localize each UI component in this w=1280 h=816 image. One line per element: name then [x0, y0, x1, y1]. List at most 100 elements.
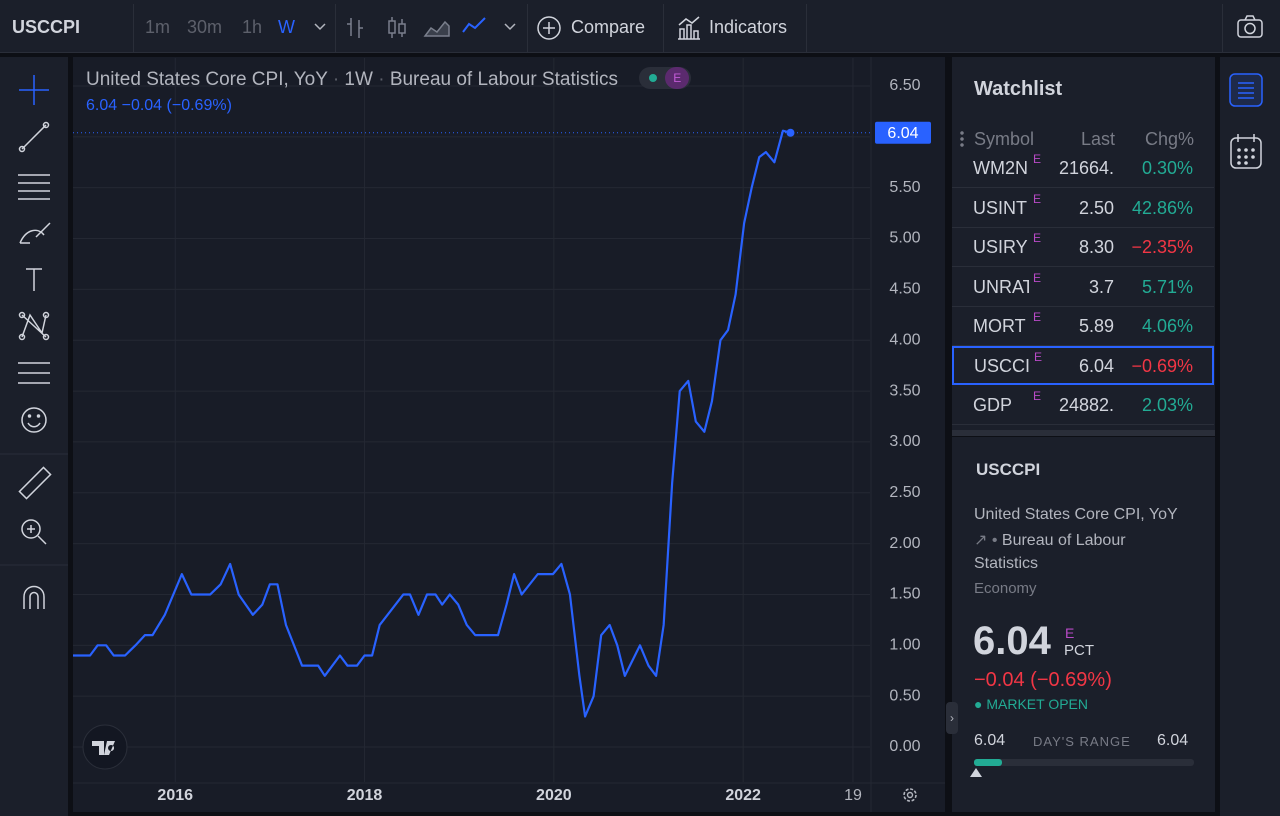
separator	[806, 4, 807, 52]
y-tick-label: 5.50	[889, 179, 920, 196]
details-source-line: ↗ • Bureau of Labour Statistics	[974, 532, 1126, 572]
row-flag: E	[1033, 310, 1042, 324]
watchlist-panel	[952, 57, 1215, 430]
y-tick-label: 3.50	[889, 382, 920, 399]
legend-change: −0.04 (−0.69%)	[121, 97, 232, 114]
chart-type-icons[interactable]	[345, 14, 525, 40]
x-tick-label: 2020	[536, 787, 572, 804]
range-high: 6.04	[1157, 732, 1189, 749]
interval-button[interactable]: W	[278, 17, 295, 37]
x-tick-label: 19	[844, 787, 862, 804]
y-tick-label: 0.50	[889, 687, 920, 704]
last-point	[786, 128, 795, 137]
watchlist-row[interactable]: USCCI E 6.04 −0.69%	[952, 345, 1214, 385]
price-tag-label: 6.04	[887, 125, 918, 142]
compare-icon	[537, 16, 561, 40]
y-tick-label: 0.00	[889, 738, 920, 755]
y-tick-label: 4.00	[889, 331, 920, 348]
series-line	[73, 129, 791, 718]
row-chg: 0.30%	[1141, 158, 1193, 178]
y-tick-label: 6.50	[889, 77, 920, 94]
range-label: DAY'S RANGE	[1033, 734, 1131, 749]
indicators-button[interactable]: Indicators	[709, 17, 788, 37]
series-flag: E	[665, 67, 690, 89]
chart-panel	[73, 57, 945, 812]
logo	[92, 741, 115, 755]
column-symbol[interactable]: Symbol	[974, 129, 1035, 149]
y-tick-label: 4.50	[889, 281, 920, 298]
separator	[527, 4, 528, 52]
row-last: 24882.	[1058, 395, 1114, 415]
top-toolbar	[0, 0, 1280, 53]
chart: 0.00 0.50 1.00 1.50 2.00 2.50 3.00 3.50 4.00 4.50…	[73, 57, 945, 812]
details-category: Economy	[974, 580, 1037, 597]
right-sidebar	[1220, 57, 1280, 816]
interval-button[interactable]: 1h	[242, 17, 263, 37]
watchlist-title: Watchlist	[974, 78, 1063, 100]
details-panel	[952, 437, 1215, 812]
row-chg: 5.71%	[1141, 276, 1193, 297]
x-tick-label: 2022	[725, 787, 761, 804]
y-tick-label: 1.50	[889, 586, 920, 603]
row-flag: E	[1033, 270, 1042, 285]
details-description: United States Core CPI, YoY	[974, 506, 1178, 523]
column-chg[interactable]: Chg%	[1144, 129, 1194, 149]
row-flag: E	[1034, 349, 1043, 364]
range-low: 6.04	[974, 732, 1006, 749]
column-last[interactable]: Last	[1080, 129, 1115, 149]
row-flag: E	[1033, 231, 1042, 245]
row-chg: −0.69%	[1131, 355, 1193, 376]
row-last: 21664.	[1058, 158, 1114, 178]
market-status: ● MARKET OPEN	[974, 696, 1089, 712]
collapse-handle[interactable]: ›	[946, 702, 958, 734]
status-pill: E	[639, 67, 692, 89]
y-tick-label: 2.00	[889, 535, 920, 552]
row-symbol: USCCI	[974, 355, 1030, 376]
snapshot-button[interactable]	[1236, 14, 1264, 40]
watchlist-rows: WM2N E 21664. 0.30% USINT E 2.50 42.86% USIRY E 8.…	[952, 148, 1215, 425]
interval-button[interactable]: 30m	[187, 17, 223, 37]
settings-icon	[903, 788, 917, 802]
row-symbol: UNRAT	[973, 276, 1029, 297]
watchlist-row[interactable]: GDP E 24882. 2.03%	[952, 385, 1214, 425]
compare-button[interactable]: Compare	[571, 17, 646, 37]
details-source[interactable]: Bureau of Labour Statistics	[974, 532, 1126, 572]
row-symbol: GDP	[973, 395, 1013, 415]
watchlist-row[interactable]: USINT E 2.50 42.86%	[952, 188, 1214, 228]
range-bar	[974, 759, 1194, 766]
row-last: 3.7	[1088, 276, 1114, 297]
chart-values: 6.04 −0.04 (−0.69%)	[86, 97, 232, 115]
separator	[133, 4, 134, 52]
separator	[663, 4, 664, 52]
details-flag: E	[1065, 625, 1075, 641]
x-tick-label: 2018	[347, 787, 383, 804]
settings-icon-core	[906, 791, 914, 799]
y-tick-label: 1.00	[889, 637, 920, 654]
chart-legend: United States Core CPI, YoY · 1W · Burea…	[86, 67, 692, 91]
drag-handle[interactable]	[960, 130, 964, 148]
row-last: 5.89	[1078, 316, 1114, 336]
drawing-tools[interactable]	[0, 57, 68, 637]
sidebar-buttons[interactable]	[1226, 70, 1266, 180]
details-price: 6.04	[973, 619, 1051, 663]
legend-last: 6.04	[86, 97, 118, 114]
y-tick-label: 3.00	[889, 433, 920, 450]
interval-chevron[interactable]	[312, 18, 328, 34]
separator	[1222, 4, 1223, 52]
row-chg: 42.86%	[1131, 197, 1193, 218]
watchlist-row[interactable]: MORT E 5.89 4.06%	[952, 306, 1214, 346]
divider	[952, 430, 1215, 436]
watchlist-row[interactable]: USIRY E 8.30 −2.35%	[952, 227, 1214, 267]
row-flag: E	[1033, 191, 1042, 206]
interval-button[interactable]: 1m	[145, 17, 171, 37]
watchlist-row[interactable]: WM2N E 21664. 0.30%	[952, 148, 1214, 188]
details-symbol: USCCPI	[976, 460, 1041, 479]
watchlist-row[interactable]: UNRAT E 3.7 5.71%	[952, 267, 1214, 307]
logo-badge	[82, 724, 128, 770]
series-interval: 1W	[344, 69, 373, 90]
range-marker	[970, 768, 982, 777]
symbol-button[interactable]: USCCPI	[12, 17, 81, 37]
y-tick-label: 2.50	[889, 484, 920, 501]
